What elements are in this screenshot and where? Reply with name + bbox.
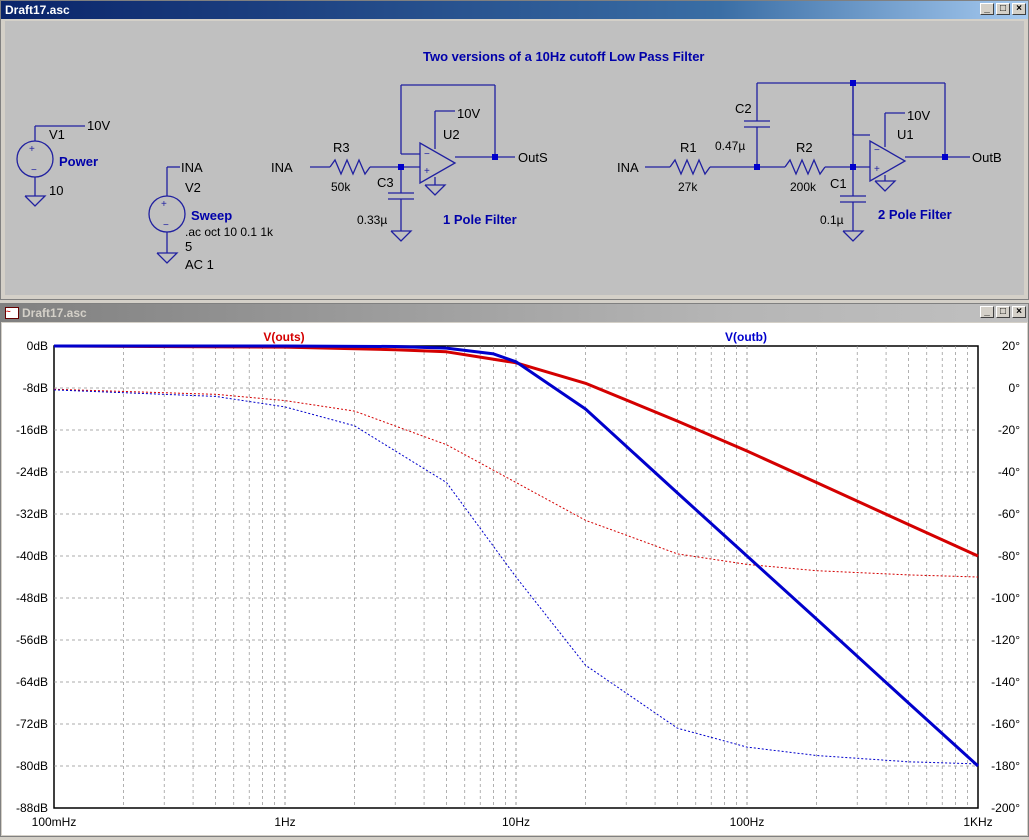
- minimize-button[interactable]: _: [980, 3, 994, 15]
- c1-value: 0.1µ: [820, 213, 844, 227]
- y-right-tick-label: -100°: [991, 591, 1020, 605]
- v1-value: 10: [49, 183, 63, 198]
- r3-value: 50k: [331, 180, 351, 194]
- y-left-tick-label: -56dB: [16, 633, 48, 647]
- c3-name: C3: [377, 175, 394, 190]
- y-right-tick-label: -160°: [991, 717, 1020, 731]
- r2-name: R2: [796, 140, 813, 155]
- plot-close-button[interactable]: ×: [1012, 306, 1026, 318]
- plot-canvas[interactable]: 0dB -8dB -16dB -24dB -32dB -40dB -48dB -56dB -64…: [2, 323, 1027, 835]
- u2-supply: 10V: [457, 106, 480, 121]
- svg-text:−: −: [874, 145, 880, 156]
- y-left-tick-label: -8dB: [23, 381, 48, 395]
- restore-button[interactable]: □: [996, 3, 1010, 15]
- y-left-tick-label: -24dB: [16, 465, 48, 479]
- y-right-tick-label: 20°: [1002, 339, 1020, 353]
- r1-name: R1: [680, 140, 697, 155]
- c2-name: C2: [735, 101, 752, 116]
- y-left-tick-label: -40dB: [16, 549, 48, 563]
- outb-net-label: OutB: [972, 150, 1002, 165]
- u2-name: U2: [443, 127, 460, 142]
- y-left-tick-label: -64dB: [16, 675, 48, 689]
- close-button[interactable]: ×: [1012, 3, 1026, 15]
- v2-net-label: INA: [181, 160, 203, 175]
- y-left-tick-label: -80dB: [16, 759, 48, 773]
- legend-outb[interactable]: V(outb): [725, 330, 767, 344]
- plot-window: ~ Draft17.asc _ □ × 0dB -8dB -16dB -24dB -32…: [0, 303, 1029, 837]
- svg-text:+: +: [874, 164, 880, 175]
- v2-value: 5: [185, 239, 192, 254]
- outs-net-label: OutS: [518, 150, 548, 165]
- y-left-tick-label: -72dB: [16, 717, 48, 731]
- power-label: Power: [59, 154, 98, 169]
- schematic-window: Draft17.asc _ □ ×: [0, 0, 1029, 300]
- svg-text:−: −: [163, 220, 169, 231]
- filter1-label: 1 Pole Filter: [443, 212, 517, 227]
- y-left-tick-label: -88dB: [16, 801, 48, 815]
- x-tick-label: 1Hz: [274, 815, 295, 829]
- y-right-tick-label: -140°: [991, 675, 1020, 689]
- y-left-tick-label: -48dB: [16, 591, 48, 605]
- schematic-title-bar[interactable]: Draft17.asc _ □ ×: [1, 1, 1028, 19]
- svg-text:−: −: [424, 149, 430, 160]
- x-tick-label: 10Hz: [502, 815, 530, 829]
- r2-value: 200k: [790, 180, 817, 194]
- x-tick-label: 100Hz: [730, 815, 765, 829]
- bode-plot[interactable]: 0dB -8dB -16dB -24dB -32dB -40dB -48dB -56dB -64…: [2, 323, 1027, 835]
- waveform-icon: ~: [5, 307, 19, 319]
- v1-net-label: 10V: [87, 118, 110, 133]
- schematic-drawing[interactable]: + − + − − + − + 10V V1 10 INA V2 .ac oct 10 …: [5, 21, 1024, 295]
- plot-minimize-button[interactable]: _: [980, 306, 994, 318]
- y-right-tick-label: -120°: [991, 633, 1020, 647]
- u1-supply: 10V: [907, 108, 930, 123]
- svg-text:−: −: [31, 165, 37, 176]
- y-right-tick-label: 0°: [1009, 381, 1021, 395]
- c2-value: 0.47µ: [715, 139, 745, 153]
- svg-text:+: +: [161, 199, 167, 210]
- outb-magnitude-trace: [54, 344, 980, 768]
- u1-name: U1: [897, 127, 914, 142]
- schematic-canvas[interactable]: + − + − − + − + 10V V1 10 INA V2 .ac oct 10 …: [5, 21, 1024, 295]
- y-left-tick-label: -16dB: [16, 423, 48, 437]
- x-tick-label: 1KHz: [963, 815, 992, 829]
- c1-name: C1: [830, 176, 847, 191]
- outs-phase-trace: [53, 388, 979, 578]
- plot-window-title: Draft17.asc: [22, 306, 87, 320]
- y-left-tick-label: -32dB: [16, 507, 48, 521]
- c3-value: 0.33µ: [357, 213, 387, 227]
- outs-magnitude-trace: [53, 344, 979, 558]
- filter2-label: 2 Pole Filter: [878, 207, 952, 222]
- x-tick-label: 100mHz: [32, 815, 77, 829]
- y-right-tick-label: -20°: [998, 423, 1020, 437]
- sweep-directive: .ac oct 10 0.1 1k: [185, 225, 274, 239]
- v1-name: V1: [49, 127, 65, 142]
- f1-input-net: INA: [271, 160, 293, 175]
- y-right-tick-label: -60°: [998, 507, 1020, 521]
- v2-name: V2: [185, 180, 201, 195]
- y-right-tick-label: -40°: [998, 465, 1020, 479]
- r1-value: 27k: [678, 180, 698, 194]
- outb-phase-trace: [53, 389, 979, 765]
- plot-restore-button[interactable]: □: [996, 306, 1010, 318]
- y-right-tick-label: -200°: [991, 801, 1020, 815]
- r3-name: R3: [333, 140, 350, 155]
- legend-outs[interactable]: V(outs): [263, 330, 304, 344]
- y-right-tick-label: -80°: [998, 549, 1020, 563]
- svg-text:+: +: [29, 144, 35, 155]
- f2-input-net: INA: [617, 160, 639, 175]
- y-right-tick-label: -180°: [991, 759, 1020, 773]
- y-left-tick-label: 0dB: [27, 339, 48, 353]
- schematic-caption: Two versions of a 10Hz cutoff Low Pass F…: [423, 49, 704, 64]
- schematic-window-title: Draft17.asc: [5, 3, 70, 17]
- svg-text:+: +: [424, 166, 430, 177]
- sweep-label: Sweep: [191, 208, 232, 223]
- v2-ac: AC 1: [185, 257, 214, 272]
- plot-title-bar[interactable]: ~ Draft17.asc _ □ ×: [1, 304, 1028, 322]
